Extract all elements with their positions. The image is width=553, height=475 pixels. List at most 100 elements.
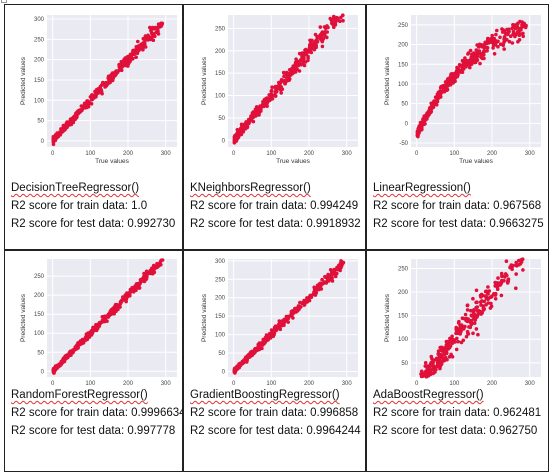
x-tick-label: 200 [487, 381, 498, 386]
scatter-point [112, 73, 117, 77]
y-tick-label: 150 [34, 312, 45, 318]
scatter-point [423, 122, 427, 126]
scatter-point [286, 315, 291, 319]
scatter-point [71, 117, 75, 122]
scatter-point [496, 44, 500, 49]
test-score: R2 score for test data: 0.992730 [11, 218, 176, 230]
scatter-point [269, 92, 274, 97]
scatter-point [482, 307, 487, 311]
scatter-point [478, 61, 482, 66]
scatter-point [52, 367, 56, 371]
scatter-point [475, 43, 479, 47]
scatter-point [499, 293, 504, 298]
model-name: RandomForestRegressor() [11, 386, 148, 404]
scatter-point [138, 43, 142, 48]
x-tick-label: 100 [266, 151, 277, 157]
scatter-point [471, 296, 475, 301]
y-tick-label: 200 [215, 296, 226, 302]
scatter-point [158, 259, 163, 264]
scatter-point [159, 21, 163, 26]
test-score: R2 score for test data: 0.997778 [11, 425, 176, 437]
scatter-point [152, 32, 156, 36]
scatter-point [278, 327, 283, 332]
scatter-point [332, 25, 336, 30]
scatter-series [415, 19, 528, 139]
x-tick-label: 300 [525, 381, 536, 386]
scatter-point [437, 352, 441, 357]
scatter-point [106, 76, 110, 80]
scatter-point [109, 78, 113, 83]
y-tick-label: 250 [398, 266, 409, 272]
y-tick-label: 0 [405, 121, 409, 127]
scatter-point [469, 313, 474, 318]
scatter-point [97, 320, 102, 325]
scatter-point [510, 41, 515, 45]
x-tick-label: 200 [304, 381, 315, 386]
scatter-point [113, 302, 118, 307]
scatter-point [117, 62, 121, 67]
scatter-point [101, 80, 105, 85]
x-axis-label: True values [95, 158, 129, 165]
scatter-point [159, 262, 163, 267]
model-name: KNeighborsRegressor() [190, 179, 311, 197]
model-caption: RandomForestRegressor() R2 score for trai… [11, 386, 186, 440]
scatter-point [302, 299, 307, 303]
y-tick-label: 200 [398, 43, 409, 49]
scatter-point [493, 297, 498, 301]
scatter-point [431, 364, 436, 368]
y-tick-label: 150 [398, 314, 409, 320]
scatter-point [311, 44, 315, 49]
scatter-point [491, 46, 495, 50]
scatter-point [442, 89, 447, 94]
scatter-point [330, 21, 334, 26]
scatter-point [459, 323, 464, 327]
x-tick-label: 0 [232, 381, 236, 386]
scatter-point [429, 107, 433, 111]
train-score: R2 score for train data: 1.0 [11, 200, 148, 212]
scatter-point [308, 293, 312, 298]
scatter-point [78, 342, 82, 347]
scatter-point [88, 332, 92, 336]
scatter-point [155, 30, 160, 35]
scatter-point [341, 18, 345, 23]
y-tick-label: 150 [398, 62, 409, 68]
scatter-point [286, 77, 290, 82]
scatter-point [460, 58, 465, 63]
scatter-point [465, 308, 470, 312]
scatter-point [58, 130, 62, 134]
scatter-point [516, 39, 520, 44]
test-score: R2 score for test data: 0.9663275 [373, 218, 544, 230]
scatter-point [322, 32, 327, 36]
y-axis-label: Predicted values [20, 293, 27, 342]
scatter-point [124, 299, 128, 304]
scatter-point [265, 104, 269, 108]
scatter-point [523, 25, 528, 30]
x-tick-label: 0 [51, 151, 55, 157]
scatter-point [285, 72, 289, 77]
scatter-point [453, 340, 457, 344]
scatter-point [444, 347, 448, 352]
model-name: LinearRegression() [373, 179, 471, 197]
scatter-point [316, 286, 320, 291]
scatter-point [429, 354, 434, 359]
scatter-point [482, 49, 487, 53]
scatter-point [506, 279, 510, 284]
scatter-point [456, 321, 461, 325]
y-tick-label: 50 [401, 102, 408, 108]
scatter-point [296, 305, 300, 310]
scatter-point [293, 306, 297, 311]
scatter-point [89, 97, 94, 102]
model-panel: 0 100 200 300 -50 0 50 100 150 200 250 True values P… [366, 4, 549, 250]
y-tick-label: 150 [215, 314, 226, 320]
scatter-point [489, 294, 494, 299]
scatter-point [517, 32, 521, 37]
table-move-handle-icon[interactable] [1, 0, 7, 3]
scatter-point [462, 326, 466, 331]
scatter-point [428, 369, 433, 374]
scatter-point [486, 285, 490, 289]
scatter-point [127, 291, 132, 296]
scatter-point [313, 32, 318, 37]
scatter-point [458, 64, 463, 68]
scatter-point [463, 312, 468, 317]
